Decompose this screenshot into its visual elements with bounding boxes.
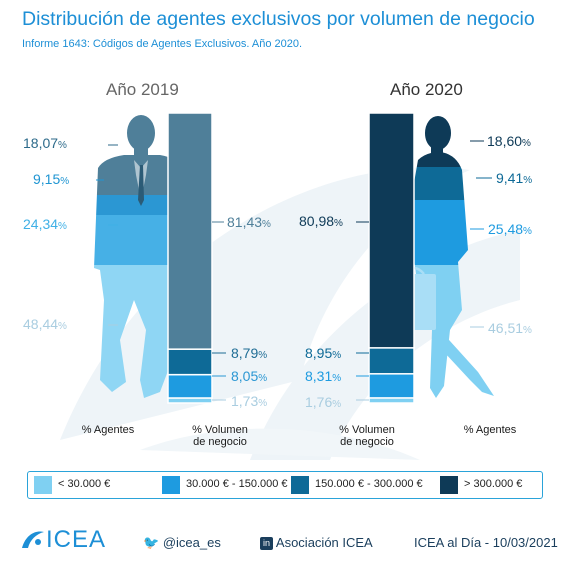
linkedin-link[interactable]: in Asociación ICEA <box>260 535 373 551</box>
year-2020-heading: Año 2020 <box>390 80 463 99</box>
legend-swatch-gt300k <box>440 476 458 494</box>
stacked-bar-2020 <box>368 112 415 404</box>
label-2020-volumen-30-150k: 8,31% <box>305 368 342 384</box>
label-2020-volumen-gt300k: 80,98% <box>299 213 343 229</box>
label-2020-volumen-150-300k: 8,95% <box>305 345 342 361</box>
bar-segment-2020-150-300k <box>368 347 415 375</box>
footer-date: ICEA al Día - 10/03/2021 <box>414 535 558 550</box>
legend-swatch-150-300k <box>291 476 309 494</box>
legend: < 30.000 € 30.000 € - 150.000 € 150.000 … <box>27 471 543 499</box>
label-2020-volumen-lt30k: 1,76% <box>305 394 342 410</box>
bar-segment-2019-lt30k <box>167 397 213 404</box>
label-2019-volumen-lt30k: 1,73% <box>231 393 268 409</box>
caption-2020-volumen: % Volumen de negocio <box>339 424 395 448</box>
twitter-icon: 🐦 <box>143 535 160 550</box>
bar-segment-2019-30-150k <box>167 373 213 399</box>
bar-segment-2020-gt300k <box>368 112 415 349</box>
linkedin-icon: in <box>260 537 273 551</box>
bar-segment-2020-30-150k <box>368 373 415 399</box>
label-2019-volumen-150-300k: 8,79% <box>231 345 268 361</box>
leader-lines <box>96 140 492 401</box>
label-2019-agentes-150-300k: 9,15% <box>33 171 70 187</box>
logo-text: ICEA <box>46 526 107 553</box>
chart-title: Distribución de agentes exclusivos por v… <box>22 8 535 30</box>
twitter-link[interactable]: 🐦 @icea_es <box>143 535 221 550</box>
label-2019-agentes-gt300k: 18,07% <box>23 135 67 151</box>
label-2020-agentes-30-150k: 25,48% <box>488 221 532 237</box>
label-2020-agentes-gt300k: 18,60% <box>487 133 531 149</box>
man-shirt-detail <box>134 160 148 206</box>
legend-swatch-lt30k <box>34 476 52 494</box>
caption-2019-volumen: % Volumen de negocio <box>192 424 248 448</box>
label-2020-agentes-lt30k: 46,51% <box>488 320 532 336</box>
bar-segment-2019-gt300k <box>167 112 213 350</box>
bar-segment-2020-lt30k <box>368 397 415 404</box>
label-2020-agentes-150-300k: 9,41% <box>496 170 533 186</box>
label-2019-agentes-30-150k: 24,34% <box>23 216 67 232</box>
label-2019-volumen-30-150k: 8,05% <box>231 368 268 384</box>
label-2019-agentes-lt30k: 48,44% <box>23 316 67 332</box>
legend-swatch-30-150k <box>162 476 180 494</box>
chart-subtitle: Informe 1643: Códigos de Agentes Exclusi… <box>22 38 303 50</box>
icea-logo-icon[interactable]: ICEA <box>20 526 110 554</box>
bar-segment-2019-150-300k <box>167 348 213 376</box>
caption-2020-agentes: % Agentes <box>463 424 517 436</box>
year-2019-heading: Año 2019 <box>106 80 179 99</box>
stacked-bar-2019 <box>167 112 213 404</box>
label-2019-volumen-gt300k: 81,43% <box>227 214 271 230</box>
caption-2019-agentes: % Agentes <box>81 424 135 436</box>
